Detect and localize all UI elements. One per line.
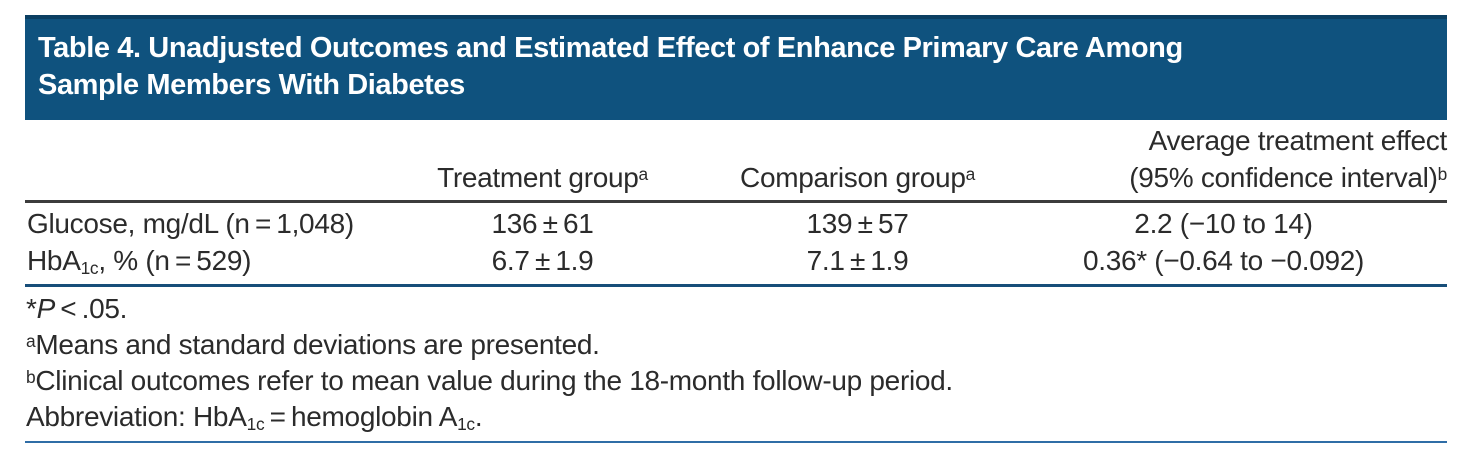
table-title-line2: Sample Members With Diabetes: [38, 69, 465, 101]
table-title-bar: Table 4. Unadjusted Outcomes and Estimat…: [25, 15, 1447, 120]
row-hba1c-label: HbA1c, % (n = 529): [27, 245, 252, 278]
footnote-a: aMeans and standard deviations are prese…: [26, 329, 600, 360]
footnote-marker-a: a: [638, 163, 649, 184]
column-header-comparison-label: Comparison groupa: [740, 162, 976, 193]
column-header-treatment-group: Treatment groupa: [385, 122, 700, 196]
footnote-p-value: *P < .05.: [26, 293, 128, 324]
table-head-rule: [25, 200, 1447, 203]
footnote-marker-b: b: [26, 366, 36, 387]
ate-header-line1: Average treatment effect: [1148, 125, 1448, 156]
hba1c-subscript: 1c: [457, 413, 475, 434]
ate-header-line2: (95% confidence interval)b: [1129, 162, 1448, 193]
hba1c-subscript: 1c: [246, 413, 265, 434]
cell-glucose-treatment: 136 ± 61: [491, 208, 594, 239]
cell-hba1c-treatment: 6.7 ± 1.9: [491, 245, 594, 276]
italic-p: P: [36, 293, 56, 324]
cell-hba1c-ate: 0.36* (−0.64 to −0.092): [1082, 245, 1365, 276]
hba1c-subscript: 1c: [80, 257, 99, 278]
row-glucose-label: Glucose, mg/dL (n = 1,048): [27, 208, 354, 239]
footnote-b: bClinical outcomes refer to mean value d…: [26, 365, 953, 396]
footnote-abbreviation: Abbreviation: HbA1c = hemoglobin A1c.: [26, 401, 483, 434]
footnote-marker-a: a: [965, 163, 976, 184]
table-body-bottom-rule: [25, 284, 1447, 287]
column-header-treatment-label: Treatment groupa: [437, 162, 649, 193]
cell-glucose-ate: 2.2 (−10 to 14): [1134, 208, 1313, 239]
column-header-average-treatment-effect: Average treatment effect (95% confidence…: [1000, 122, 1447, 196]
table-footer-rule: [25, 441, 1447, 443]
footnote-marker-a: a: [26, 330, 36, 351]
cell-glucose-comparison: 139 ± 57: [806, 208, 909, 239]
table-title-line1: Table 4. Unadjusted Outcomes and Estimat…: [38, 32, 1183, 64]
footnotes-block: *P < .05. aMeans and standard deviations…: [26, 291, 953, 435]
footnote-marker-b: b: [1437, 163, 1448, 184]
column-header-comparison-group: Comparison groupa: [700, 122, 1015, 196]
cell-hba1c-comparison: 7.1 ± 1.9: [806, 245, 909, 276]
